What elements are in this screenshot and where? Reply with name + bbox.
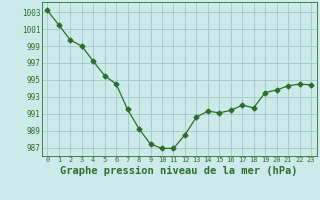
X-axis label: Graphe pression niveau de la mer (hPa): Graphe pression niveau de la mer (hPa) bbox=[60, 166, 298, 176]
